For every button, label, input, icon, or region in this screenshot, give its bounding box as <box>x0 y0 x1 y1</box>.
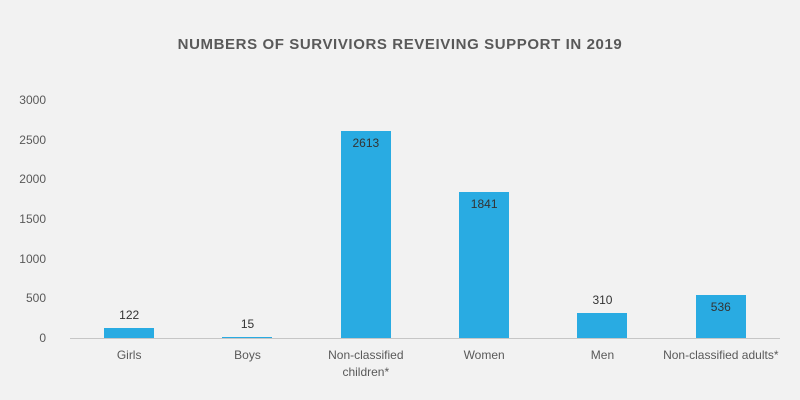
bar-value-label: 2613 <box>352 135 380 150</box>
bar <box>695 295 746 338</box>
bar-value-label: 536 <box>710 300 731 315</box>
bar-column: 536 Non-classified adults* <box>662 100 780 362</box>
y-axis-tick-label: 0 <box>39 331 46 345</box>
bar-column: 1841 Women <box>425 100 543 362</box>
category-label: Non-classified children* <box>328 348 404 379</box>
bar-value-label: 1841 <box>470 196 498 211</box>
y-axis-tick-label: 2500 <box>19 132 46 147</box>
y-axis-tick-label: 1500 <box>19 212 46 226</box>
plot-area: 122 Girls 15 Boys 2613 Non-classified childre… <box>70 100 780 379</box>
chart-title: NUMBERS OF SURVIVIORS REVEIVING SUPPORT … <box>177 36 623 53</box>
y-axis-tick-label: 3000 <box>19 93 46 107</box>
bar-value-label: 15 <box>240 316 255 331</box>
bar-column: 2613 Non-classified children* <box>307 100 425 379</box>
bar-column: 122 Girls <box>70 100 188 362</box>
y-axis: 0 500 1000 1500 2000 2500 3000 <box>0 93 56 345</box>
bar <box>459 191 510 338</box>
bar <box>222 336 273 338</box>
y-axis-tick-label: 500 <box>25 291 46 306</box>
category-label: Non-classified adults* <box>663 348 779 362</box>
bar-column: 310 Men <box>543 100 661 362</box>
y-axis-tick-label: 2000 <box>19 172 46 187</box>
bar-value-label: 122 <box>119 308 140 323</box>
bar <box>104 328 155 338</box>
bar-value-label: 310 <box>592 293 613 308</box>
bar <box>340 130 391 338</box>
bar-column: 15 Boys <box>188 100 306 362</box>
y-axis-tick-label: 1000 <box>19 251 46 266</box>
bar <box>577 313 628 338</box>
category-label: Boys <box>234 348 261 362</box>
category-label: Women <box>463 348 505 362</box>
category-label: Men <box>590 348 615 362</box>
category-label: Girls <box>116 348 142 362</box>
